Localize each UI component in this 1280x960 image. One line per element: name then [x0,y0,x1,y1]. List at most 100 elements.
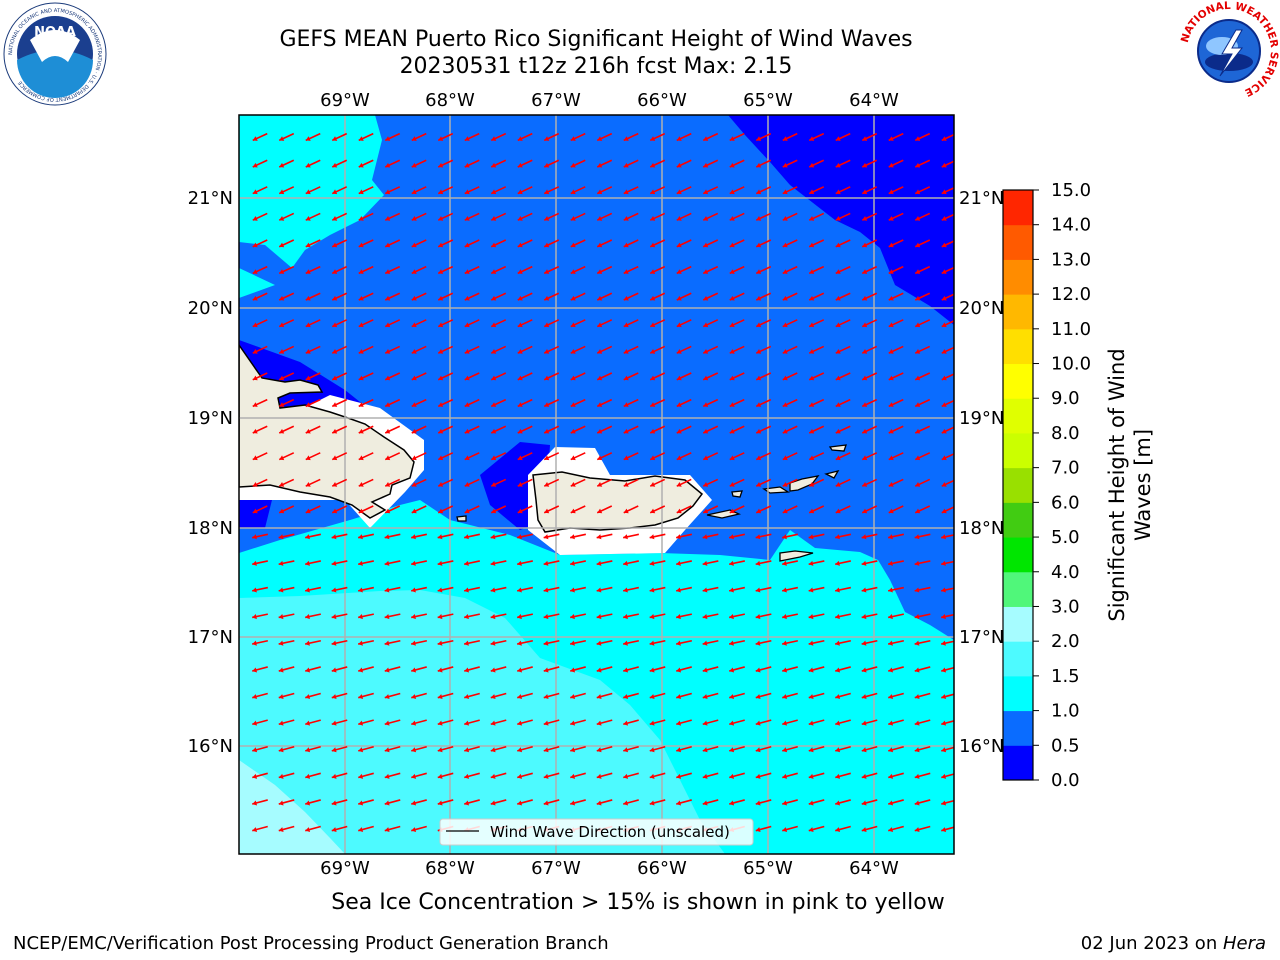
wave-direction-arrow [517,478,533,487]
wave-direction-arrow [358,639,374,646]
wave-direction-arrow [278,239,295,248]
wave-direction-arrow [835,825,851,833]
wave-direction-arrow [676,425,692,434]
wave-direction-arrow [252,159,268,168]
wave-direction-arrow [437,772,454,779]
wave-direction-arrow [623,265,639,275]
wave-direction-arrow [702,613,719,620]
wave-direction-arrow [808,719,825,726]
wave-direction-arrow [437,292,454,301]
wave-direction-arrow [305,586,321,593]
wave-direction-arrow [649,425,666,434]
wave-direction-arrow [517,586,533,593]
wave-direction-arrow [331,239,348,248]
wave-direction-arrow [490,345,507,354]
hispaniola-land [239,343,415,519]
wave-direction-arrow [649,505,666,514]
colorbar-tick-label: 10.0 [1051,354,1091,375]
wave-direction-arrow [623,398,639,408]
wave-direction-arrow [755,825,772,833]
wave-direction-arrow [411,745,427,753]
wave-direction-arrow [649,533,666,540]
wave-direction-arrow [490,719,507,726]
wave-direction-arrow [676,319,692,328]
sea-ice-note: Sea Ice Concentration > 15% is shown in … [331,890,945,915]
wave-direction-arrow [305,319,321,328]
wave-direction-arrow [729,372,745,381]
wave-direction-arrow [861,586,878,593]
wave-direction-arrow [331,425,348,434]
wave-direction-arrow [331,745,348,753]
wave-direction-arrow [888,586,904,593]
colorbar-segment [1003,190,1033,226]
field-2.0-3.0 [239,760,345,854]
wave-direction-arrow [411,292,427,301]
wave-direction-arrow [676,745,692,753]
wave-direction-arrow [252,505,268,514]
wave-direction-arrow [623,132,639,142]
wave-direction-arrow [331,265,348,275]
wave-direction-arrow [649,745,666,753]
wave-direction-arrow [331,825,348,833]
wave-direction-arrow [623,666,639,673]
colorbar-label-line2: Waves [m] [1131,429,1155,541]
lon-label-bottom: 68°W [425,858,475,879]
wave-direction-arrow [331,639,348,646]
wave-direction-arrow [543,452,560,461]
wave-direction-arrow [411,533,427,540]
wave-direction-arrow [305,398,321,408]
wave-direction-arrow [941,534,954,540]
wave-direction-arrow [941,640,954,646]
wave-direction-arrow [384,613,401,620]
wave-direction-arrow [596,186,613,195]
wave-direction-arrow [623,239,639,248]
wave-direction-arrow [755,505,772,514]
wave-direction-arrow [570,639,586,646]
lat-label-left: 17°N [188,627,233,648]
wave-direction-arrow [914,345,931,354]
wave-direction-arrow [490,692,507,700]
wave-direction-arrow [278,319,295,328]
lon-label-top: 64°W [849,90,899,111]
wave-direction-arrow [490,372,507,381]
wave-direction-arrow [702,186,719,195]
wave-direction-arrow [358,132,374,142]
wave-direction-arrow [331,799,348,806]
wave-direction-arrow [808,613,825,620]
wave-direction-arrow [596,613,613,620]
wave-direction-arrow [888,533,904,540]
wave-direction-arrow [278,613,295,620]
wave-direction-arrow [411,398,427,408]
wave-direction-arrow [888,212,904,221]
wave-direction-arrow [437,132,454,142]
map-title: GEFS MEAN Puerto Rico Significant Height… [279,27,913,52]
wave-direction-arrow [702,159,719,168]
wave-direction-arrow [331,292,348,301]
wave-direction-arrow [914,398,931,408]
wave-direction-arrow [331,613,348,620]
wave-direction-arrow [570,425,586,434]
wave-direction-arrow [543,372,560,381]
wave-direction-arrow [623,772,639,779]
wave-direction-arrow [543,345,560,354]
wave-direction-arrow [676,666,692,673]
wave-direction-arrow [676,719,692,726]
wave-direction-arrow [384,825,401,833]
wave-direction-arrow [490,398,507,408]
wave-direction-arrow [596,799,613,806]
wave-direction-arrow [305,666,321,673]
wave-direction-arrow [835,398,851,408]
wave-direction-arrow [543,425,560,434]
wave-direction-arrow [702,505,719,514]
wave-direction-arrow [755,398,772,408]
wave-direction-arrow [543,398,560,408]
wave-direction-arrow [596,425,613,434]
wave-direction-arrow [676,239,692,248]
wave-direction-arrow [676,452,692,461]
wave-direction-arrow [808,345,825,354]
wave-direction-arrow [914,639,931,646]
wave-direction-arrow [861,132,878,142]
wave-direction-arrow [702,639,719,646]
wave-direction-arrow [570,560,586,566]
wave-direction-arrow [278,560,295,566]
